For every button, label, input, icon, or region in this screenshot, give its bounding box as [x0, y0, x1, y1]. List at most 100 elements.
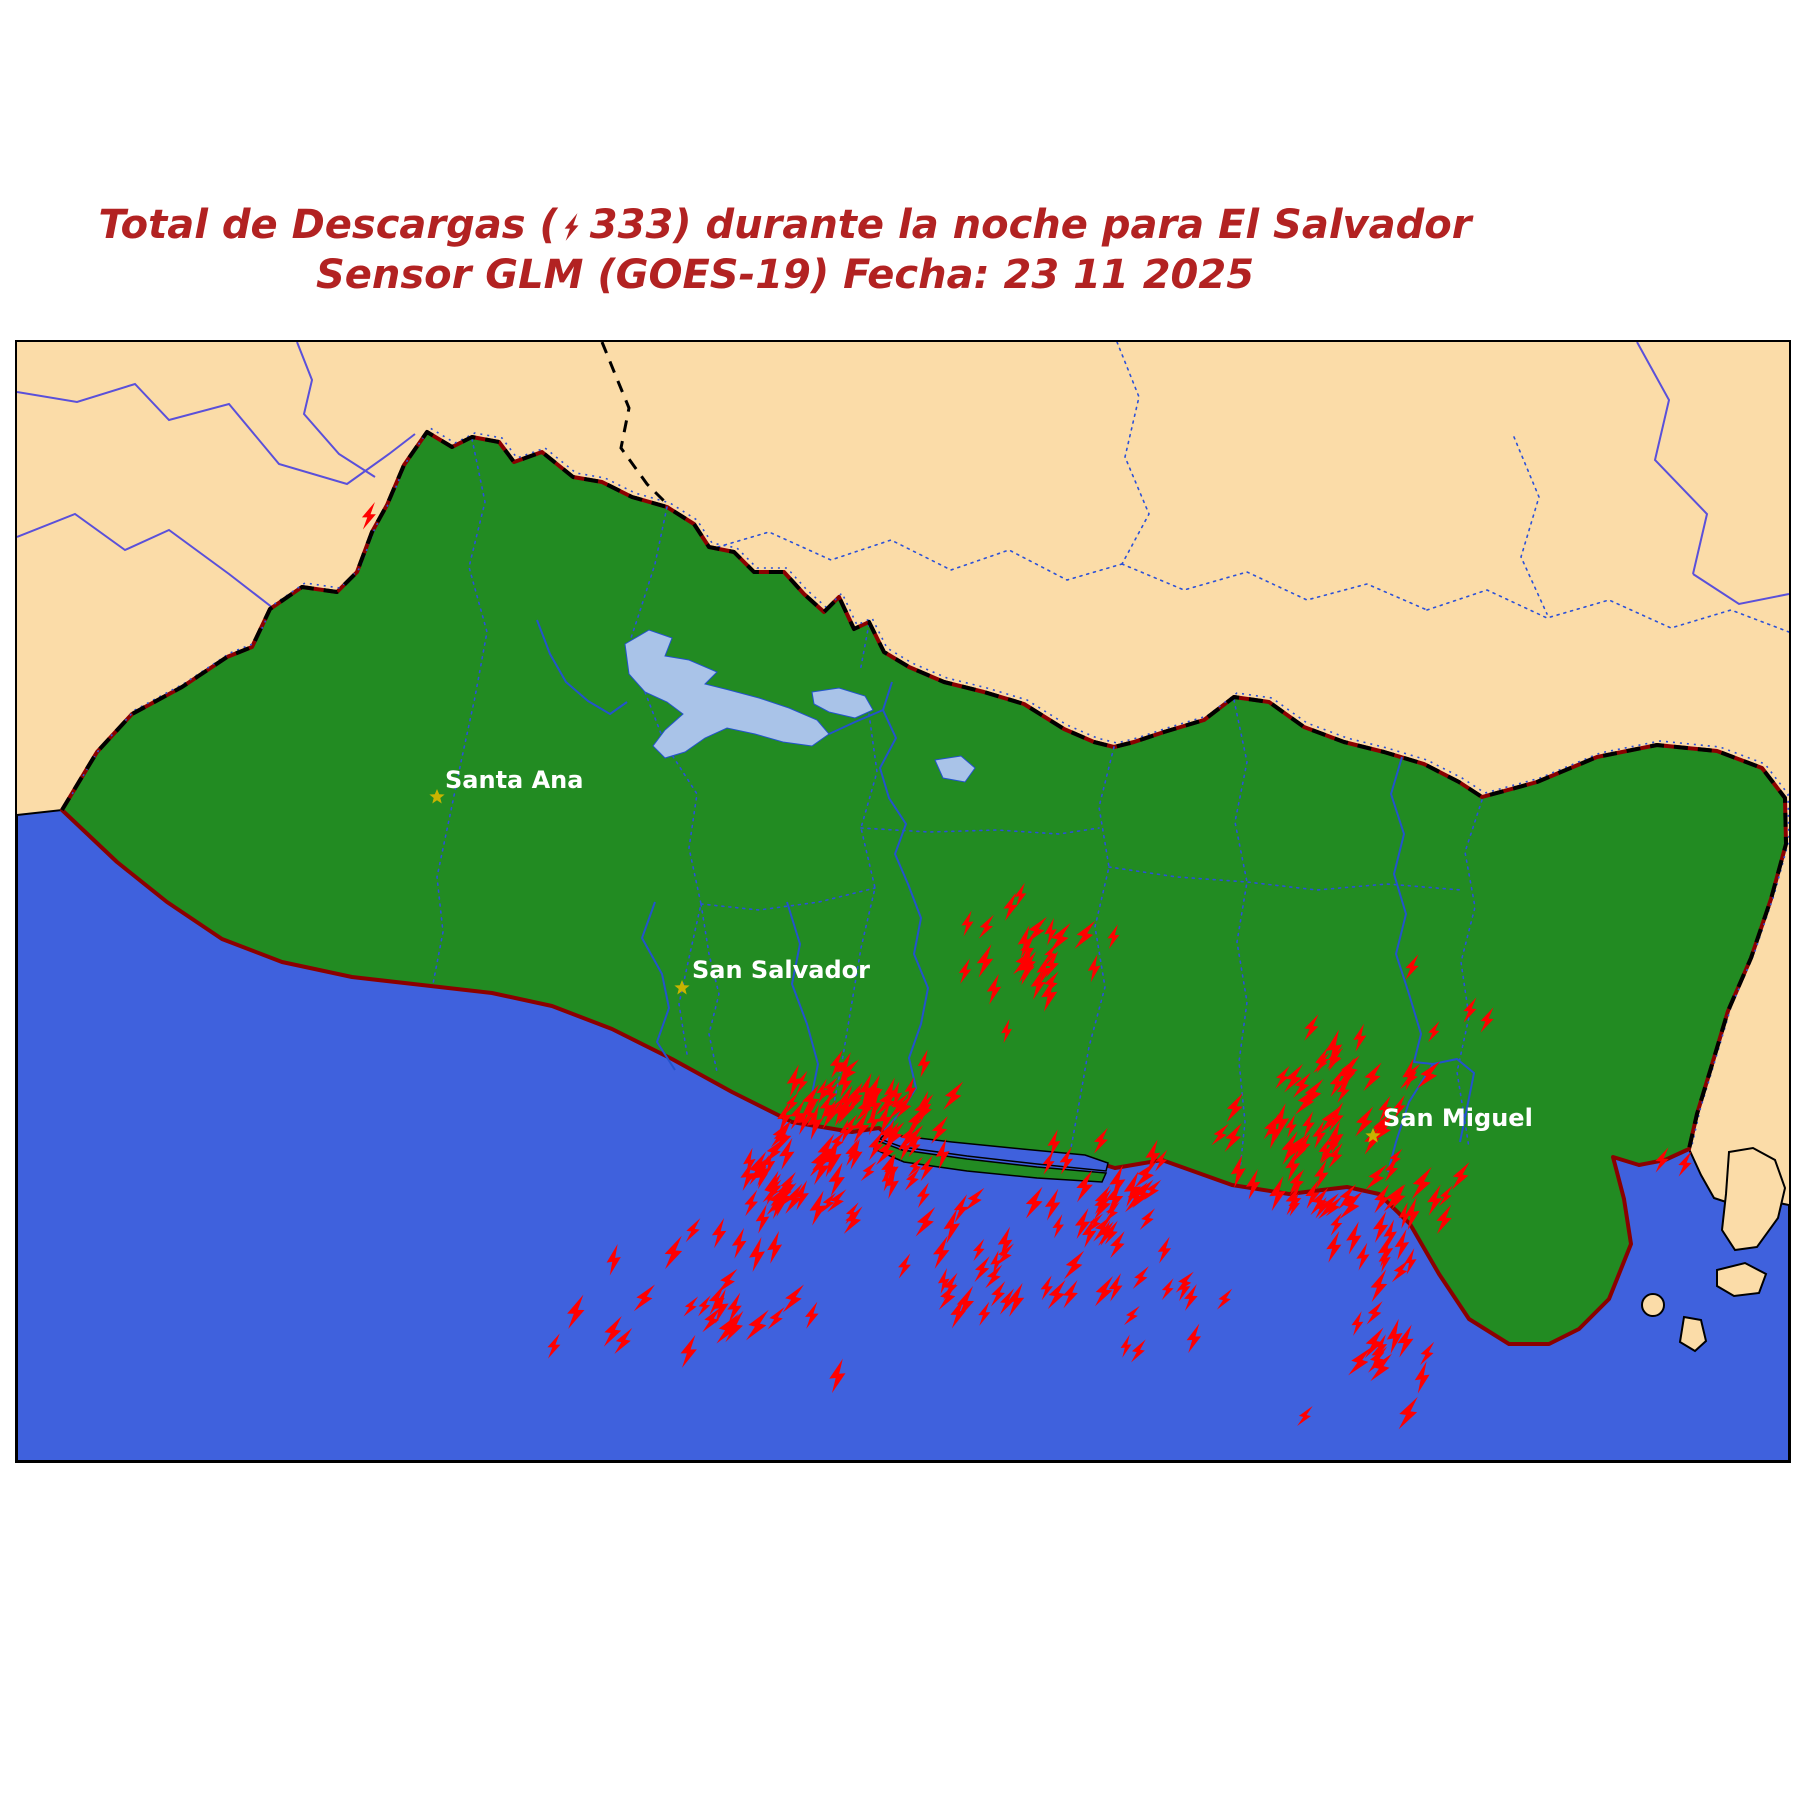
- lightning-strike: [1383, 1219, 1397, 1249]
- lightning-strike: [956, 1285, 975, 1320]
- lightning-strike: [1272, 1103, 1290, 1140]
- lightning-strike: [875, 1087, 899, 1116]
- lightning-strike: [1393, 1095, 1406, 1119]
- river-lempa: [879, 681, 929, 1132]
- lightning-strike: [785, 1092, 799, 1114]
- lightning-strike: [832, 1096, 847, 1127]
- city-star-icon: [1365, 1128, 1381, 1143]
- rivers: [536, 619, 1475, 1173]
- lightning-strike: [1007, 1282, 1025, 1317]
- lake-cerron-grande: [624, 629, 830, 759]
- lightning-strike: [801, 1084, 820, 1117]
- lightning-strike: [1318, 1193, 1339, 1220]
- lightning-strike: [1285, 1114, 1297, 1139]
- lightning-strike: [1419, 1341, 1435, 1366]
- lightning-strike: [1314, 1159, 1329, 1190]
- lightning-strike: [709, 1284, 725, 1315]
- lightning-strike: [1285, 1150, 1300, 1182]
- lightning-strike: [1318, 1137, 1332, 1164]
- lightning-strike: [847, 1086, 862, 1114]
- lightning-strike: [1105, 1180, 1124, 1216]
- lightning-strike: [1110, 1231, 1125, 1259]
- lightning-strike: [779, 1137, 795, 1171]
- lightning-strike: [1404, 1197, 1420, 1231]
- lightning-strike: [877, 1103, 893, 1135]
- lightning-strike: [809, 1190, 827, 1226]
- lightning-strike: [978, 914, 994, 939]
- lightning-strike: [898, 1253, 911, 1279]
- lightning-strike: [836, 1052, 854, 1087]
- lightning-strike: [698, 1295, 711, 1317]
- lightning-icon: [564, 213, 579, 241]
- lightning-strike: [1211, 1123, 1229, 1146]
- lightning-strike: [866, 1074, 883, 1109]
- lightning-strike: [828, 1162, 845, 1197]
- lightning-strike: [822, 1142, 839, 1178]
- lightning-strike: [1155, 1149, 1168, 1172]
- lightning-strike: [1404, 1248, 1417, 1275]
- lightning-strike: [1246, 1168, 1261, 1200]
- city-label-san-miguel: San Miguel: [1383, 1104, 1533, 1132]
- lightning-strike: [744, 1189, 758, 1217]
- lightning-strike: [953, 1194, 969, 1223]
- lightning-strike: [1041, 977, 1058, 1012]
- lightning-strike: [919, 1155, 934, 1182]
- lightning-strikes-layer: [361, 501, 1692, 1430]
- lightning-strike: [1042, 971, 1059, 996]
- lightning-strike: [937, 1267, 950, 1295]
- lightning-strike: [1093, 1214, 1113, 1242]
- island: [1678, 1315, 1708, 1353]
- lightning-strike: [1047, 1129, 1061, 1158]
- lightning-strike: [1325, 1196, 1343, 1217]
- lightning-strike: [990, 1250, 1002, 1275]
- lightning-strike: [1059, 1146, 1074, 1175]
- lightning-strike: [725, 1310, 744, 1343]
- guatemala-honduras-border: [600, 342, 671, 508]
- lightning-strike: [1338, 1057, 1356, 1092]
- lightning-strike: [1049, 922, 1071, 953]
- lightning-strike: [1226, 1093, 1243, 1123]
- lightning-strike: [1045, 951, 1059, 979]
- lightning-strike: [935, 1138, 950, 1170]
- lightning-strike: [786, 1064, 802, 1098]
- lightning-strike: [866, 1106, 880, 1136]
- lightning-strike: [712, 1288, 729, 1324]
- lightning-strike: [763, 1150, 776, 1176]
- lightning-strike: [567, 1294, 585, 1329]
- lightning-strike: [1386, 1318, 1403, 1354]
- lightning-strike: [1266, 1113, 1282, 1150]
- lightning-strike: [837, 1067, 853, 1099]
- title-strike-count: 333: [589, 202, 674, 248]
- lightning-strike: [1074, 1208, 1091, 1240]
- lightning-strike: [1020, 935, 1035, 963]
- island: [1720, 1146, 1787, 1252]
- lightning-strike: [916, 1182, 930, 1209]
- lightning-strike: [1370, 1269, 1388, 1303]
- lightning-strike: [1120, 1334, 1132, 1358]
- lightning-strike: [1328, 1143, 1343, 1169]
- lightning-strike: [843, 1206, 863, 1234]
- lightning-strike: [806, 1104, 823, 1141]
- lightning-strike: [974, 1256, 990, 1283]
- lightning-strike: [1655, 1147, 1669, 1173]
- lightning-strike: [1230, 1154, 1246, 1188]
- lightning-strike: [1427, 1184, 1443, 1216]
- lightning-strike: [770, 1122, 790, 1148]
- lightning-strike: [777, 1101, 792, 1133]
- lightning-strike: [1074, 920, 1096, 949]
- lightning-strike: [896, 1094, 913, 1119]
- lightning-strike: [606, 1244, 621, 1276]
- lightning-strike: [1397, 1324, 1414, 1358]
- lightning-strike: [965, 1187, 985, 1211]
- map-canvas: Santa Ana San Salvador San Miguel: [15, 340, 1791, 1463]
- lightning-strike: [1366, 1301, 1383, 1325]
- lightning-strike: [1304, 1014, 1319, 1041]
- lightning-strike: [680, 1334, 697, 1368]
- lightning-strike: [822, 1077, 838, 1099]
- lightning-strike: [1402, 1058, 1417, 1091]
- lightning-strike: [1094, 1276, 1114, 1307]
- lightning-strike: [1315, 1047, 1329, 1074]
- lightning-strike: [1082, 1217, 1097, 1248]
- lightning-strike: [876, 1137, 896, 1166]
